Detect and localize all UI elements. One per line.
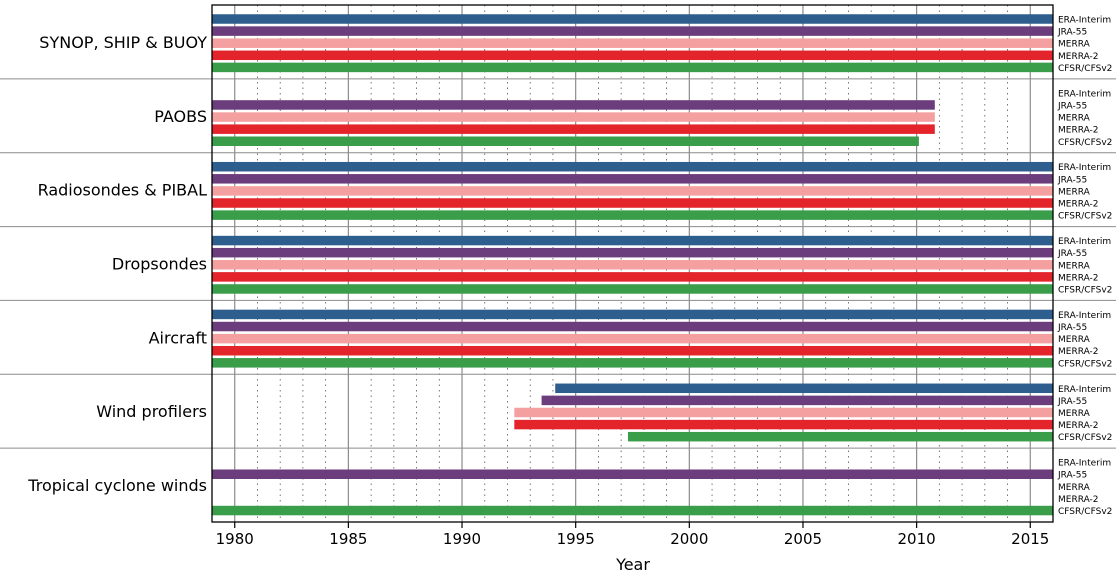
legend-entry: JRA-55 [1057,323,1087,333]
legend-entry: CFSR/CFSv2 [1058,285,1112,295]
legend-entry: CFSR/CFSv2 [1058,507,1112,517]
bar-merra [212,112,935,122]
category-label: PAOBS [154,107,207,126]
legend-entry: CFSR/CFSv2 [1058,64,1112,74]
bar-merra [212,333,1053,344]
bar-jra-55 [541,395,1053,406]
legend-entry: CFSR/CFSv2 [1058,359,1112,369]
legend-entry: CFSR/CFSv2 [1058,433,1112,443]
bar-merra-2 [212,124,935,134]
legend-entry: JRA-55 [1057,28,1087,38]
category-label: Radiosondes & PIBAL [38,181,208,200]
legend-entry: MERRA-2 [1058,52,1099,62]
x-tick-label: 2005 [784,530,822,548]
x-tick-label: 2015 [1011,530,1049,548]
plot-frame [0,4,1116,528]
bar-jra-55 [212,26,1053,36]
legend-entry: ERA-Interim [1058,385,1111,395]
x-tick-label: 1980 [216,530,254,548]
category-label: SYNOP, SHIP & BUOY [39,33,207,52]
legend-entry: MERRA [1058,114,1091,124]
bar-cfsr-cfsv2 [212,284,1053,294]
bar-merra-2 [212,50,1053,61]
x-tick-label: 1990 [443,530,481,548]
legend-entry: MERRA [1058,409,1091,419]
bar-merra-2 [212,198,1053,208]
bar-era-interim [555,383,1053,394]
bar-cfsr-cfsv2 [212,358,1053,368]
bar-era-interim [212,14,1053,24]
legend-entry: ERA-Interim [1058,459,1111,469]
bar-jra-55 [212,100,935,110]
bar-merra [514,407,1053,418]
category-label: Aircraft [149,328,207,347]
bar-merra-2 [514,419,1053,430]
legend-entry: CFSR/CFSv2 [1058,138,1112,148]
bar-merra [212,186,1053,196]
category-label: Tropical cyclone winds [27,476,207,495]
legend-entry: ERA-Interim [1058,163,1111,173]
x-tick-label: 1985 [329,530,367,548]
legend-entry: MERRA-2 [1058,273,1099,283]
bar-era-interim [212,235,1053,246]
legend-entry: MERRA [1058,335,1091,345]
legend-entry: JRA-55 [1057,397,1087,407]
bars [212,14,1053,516]
labels: SYNOP, SHIP & BUOY ERA-Interim JRA-55 MERRA… [27,16,1112,549]
category-label: Dropsondes [112,255,207,274]
legend-entry: ERA-Interim [1058,311,1111,321]
bar-merra [212,38,1053,48]
x-tick-label: 1995 [557,530,595,548]
x-tick-label: 2010 [898,530,936,548]
bar-cfsr-cfsv2 [212,505,1053,516]
legend-entry: JRA-55 [1057,175,1087,185]
x-tick-label: 2000 [670,530,708,548]
bar-merra-2 [212,345,1053,356]
legend-entry: ERA-Interim [1058,89,1111,99]
legend-entry: MERRA [1058,40,1091,50]
plot-border [211,4,1054,523]
legend-entry: JRA-55 [1057,249,1087,259]
bar-jra-55 [212,174,1053,184]
legend-entry: ERA-Interim [1058,16,1111,26]
legend-entry: MERRA [1058,261,1091,271]
legend-entry: MERRA-2 [1058,126,1099,136]
bar-cfsr-cfsv2 [212,210,1053,220]
bar-cfsr-cfsv2 [212,62,1053,73]
bar-merra [212,260,1053,270]
legend-entry: MERRA [1058,187,1091,197]
legend-entry: MERRA [1058,483,1091,493]
legend-entry: MERRA-2 [1058,200,1099,210]
legend-entry: ERA-Interim [1058,237,1111,247]
bar-jra-55 [212,247,1053,258]
legend-entry: CFSR/CFSv2 [1058,212,1112,222]
bar-merra-2 [212,272,1053,282]
bar-cfsr-cfsv2 [212,136,919,147]
bar-era-interim [212,161,1053,172]
x-axis-label: Year [615,555,650,574]
bar-jra-55 [212,321,1053,332]
legend-entry: MERRA-2 [1058,421,1099,431]
legend-entry: JRA-55 [1057,471,1087,481]
bar-cfsr-cfsv2 [627,431,1053,442]
bar-jra-55 [212,469,1053,479]
bar-era-interim [212,309,1053,320]
legend-entry: JRA-55 [1057,101,1087,111]
legend-entry: MERRA-2 [1058,347,1099,357]
legend-entry: MERRA-2 [1058,495,1099,505]
category-label: Wind profilers [96,402,207,421]
